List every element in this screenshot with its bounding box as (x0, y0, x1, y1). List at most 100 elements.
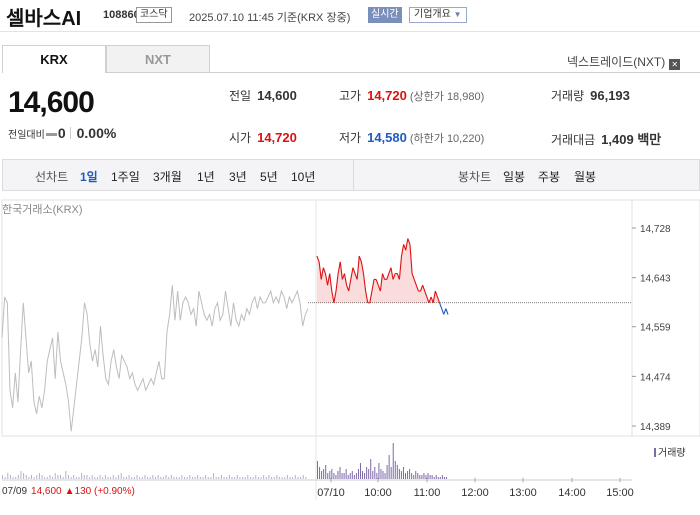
volume-bar (345, 469, 347, 479)
today-segment (318, 261, 322, 280)
x-tick-label: 14:00 (558, 487, 586, 499)
volume-bar (133, 477, 135, 479)
tab-krx[interactable]: KRX (2, 45, 106, 73)
volume-bar (263, 475, 265, 479)
period-5y[interactable]: 5년 (260, 170, 278, 184)
period-3m[interactable]: 3개월 (153, 170, 182, 184)
volume-bar (359, 463, 361, 479)
period-1w[interactable]: 1주일 (111, 170, 140, 184)
period-10y[interactable]: 10년 (291, 170, 316, 184)
volume-bar (362, 471, 364, 479)
today-segment (358, 255, 362, 263)
stat-value: 14,580 (367, 130, 407, 145)
volume-bar (57, 475, 59, 479)
candle-daily[interactable]: 일봉 (503, 170, 526, 184)
period-1y[interactable]: 1년 (197, 170, 215, 184)
volume-bar (247, 475, 249, 479)
today-segment (436, 296, 441, 303)
period-1d[interactable]: 1일 (80, 170, 98, 184)
volume-bar (110, 477, 112, 479)
divider (353, 160, 354, 190)
price-change: 전일대비 0 0.00% (8, 125, 116, 141)
company-info-button[interactable]: 기업개요 ▼ (409, 7, 467, 23)
volume-bar (160, 477, 162, 479)
volume-bar (341, 473, 343, 479)
today-line (308, 238, 632, 315)
close-icon[interactable]: ✕ (669, 59, 681, 70)
today-segment (348, 279, 352, 292)
today-segment (439, 302, 443, 309)
volume-bar (197, 475, 199, 479)
volume-bar (339, 467, 341, 479)
volume-bar (317, 461, 318, 479)
volume-bar (329, 471, 331, 479)
volume-bar (435, 475, 437, 479)
upper-limit: (상한가 18,980) (409, 91, 485, 103)
volume-bar (9, 475, 11, 479)
volume-bar (112, 475, 114, 479)
y-tick-label: 14,474 (640, 372, 671, 383)
today-segment (409, 244, 413, 274)
volume-bar (427, 473, 429, 479)
today-segment (322, 267, 326, 274)
volume-bar (284, 477, 286, 479)
volume-bar (289, 477, 291, 479)
volume-bar (331, 469, 333, 479)
change-label: 전일대비 (8, 130, 45, 141)
candle-weekly[interactable]: 주봉 (538, 170, 561, 184)
today-segment (356, 255, 360, 280)
volume-bar (70, 477, 72, 479)
volume-bar (265, 477, 267, 479)
volume-bar (407, 471, 409, 479)
volume-bar (417, 473, 419, 479)
volume-bar (104, 475, 106, 479)
volume-bar (215, 477, 217, 479)
stat-high: 고가 14,720 (상한가 18,980) (339, 87, 484, 104)
volume-bar (327, 473, 329, 479)
volume-bar (297, 477, 299, 479)
tab-nxt[interactable]: NXT (106, 45, 210, 73)
prev-day-summary: 07/09 14,600 ▲130 (+0.90%) (2, 486, 135, 497)
candle-monthly[interactable]: 월봉 (574, 170, 597, 184)
volume-bar (273, 477, 275, 479)
volume-bar (286, 475, 288, 479)
volume-bars (2, 443, 447, 479)
volume-bar (376, 473, 378, 479)
volume-bar (52, 477, 54, 479)
volume-bar (439, 477, 441, 479)
lower-limit: (하한가 10,220) (409, 133, 485, 145)
today-segment (398, 255, 403, 280)
nextrade-label: 넥스트레이드(NXT) (567, 55, 666, 69)
stat-open: 시가 14,720 (229, 129, 297, 146)
volume-bar (374, 467, 376, 479)
today-segment (386, 273, 390, 280)
volume-bar (81, 473, 83, 479)
stat-value: 14,600 (257, 88, 297, 103)
volume-bar (12, 477, 14, 479)
volume-bar (33, 477, 35, 479)
stat-prev-close: 전일 14,600 (229, 87, 297, 104)
stat-value: 1,409 백만 (601, 132, 662, 147)
volume-bar (141, 477, 143, 479)
period-3y[interactable]: 3년 (229, 170, 247, 184)
volume-bar (62, 477, 64, 479)
today-segment (426, 296, 430, 303)
volume-bar (75, 477, 77, 479)
volume-swatch (654, 448, 656, 457)
nextrade-link[interactable]: 넥스트레이드(NXT) ✕ (567, 53, 681, 70)
stat-amount: 거래대금 1,409 백만 (551, 129, 661, 148)
volume-bar (234, 477, 236, 479)
prev-day-price: 14,600 (31, 486, 62, 497)
today-segment (327, 273, 331, 286)
stock-name: 셀바스AI (6, 8, 82, 30)
volume-bar (91, 475, 93, 479)
volume-bar (321, 471, 323, 479)
chevron-down-icon: ▼ (453, 10, 462, 19)
today-segment (360, 261, 365, 274)
today-segment (350, 267, 354, 280)
volume-bar (400, 471, 402, 479)
volume-bar (300, 477, 302, 479)
x-tick-label: 07/10 (317, 487, 345, 499)
period-bar: 선차트 1일 1주일 3개월 1년 3년 5년 10년 봉차트 일봉 주봉 월봉 (2, 159, 700, 191)
volume-bar (368, 469, 370, 479)
